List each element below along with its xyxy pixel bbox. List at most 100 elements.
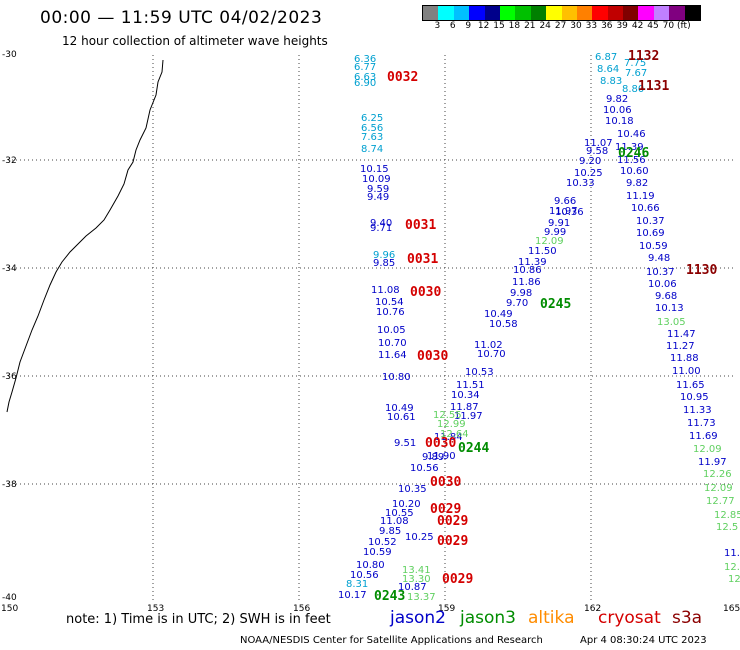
wave-height-label: 11.97 [454,411,483,422]
pass-time-label: 0029 [437,514,468,529]
wave-height-values: 6.366.776.636.906.256.567.638.7410.1510.… [338,52,740,603]
pass-time-label: 1130 [686,263,717,278]
wave-height-label: 10.13 [655,303,684,314]
wave-height-label: 11.02 [474,340,503,351]
wave-height-label: 10.56 [350,570,379,581]
pass-time-label: 1131 [638,79,669,94]
legend-cryosat: cryosat [598,608,661,628]
wave-height-label: 10.06 [603,105,632,116]
color-swatch [469,6,485,20]
color-swatch [546,6,562,20]
wave-height-label: 10.76 [376,307,405,318]
color-tick-label: 33 [585,21,598,31]
longitude-label: 156 [293,604,310,614]
wave-height-label: 10.33 [566,178,595,189]
color-tick-label: 15 [493,21,505,31]
color-tick-label: 21 [524,21,536,31]
latitude-label: -32 [2,156,17,166]
wave-height-label: 11.47 [667,329,696,340]
pass-time-label: 0030 [417,349,448,364]
wave-height-label: 10.18 [605,116,634,127]
wave-height-label: 10.87 [398,582,427,593]
wave-height-label: 7.75 [624,58,646,69]
wave-height-label: 9.66 [554,196,576,207]
wave-height-label: 12.26 [703,469,732,480]
wave-height-label: 9.71 [370,223,392,234]
latitude-label: -38 [2,480,17,490]
wave-height-label: 9.85 [373,258,395,269]
color-swatch [453,6,470,20]
pass-time-label: 0030 [425,436,456,451]
wave-height-label: 12 [728,574,740,585]
wave-height-label: 10.37 [636,216,665,227]
legend-jason2: jason2 [390,608,446,628]
color-swatch [530,6,547,20]
color-tick-label: 42 [631,21,644,31]
wave-height-label: 11.39 [518,257,547,268]
color-swatch [592,6,608,20]
wave-height-label: 10.20 [392,499,421,510]
wave-height-label: 10.49 [484,309,513,320]
pass-time-label: 0029 [442,572,473,587]
wave-height-label: 11.27 [666,341,695,352]
wave-height-label: 12.09 [693,444,722,455]
color-tick-label: 27 [554,21,567,31]
wave-height-label: 12. [724,562,740,573]
pass-time-label: 0245 [540,297,571,312]
color-tick-label: 30 [570,21,582,31]
wave-height-label: 10.59 [363,547,392,558]
wave-height-label: 10.34 [451,390,480,401]
wave-height-label: 10.09 [362,174,391,185]
wave-height-label: 11.97 [698,457,727,468]
wave-height-label: 6.63 [354,72,376,83]
pass-time-label: 0031 [407,252,438,267]
wave-height-label: 12.5 [716,522,738,533]
wave-height-label: 10.37 [646,267,675,278]
color-swatch [638,6,654,20]
wave-height-label: 6.36 [354,54,376,65]
wave-height-label: 10.58 [489,319,518,330]
pass-time-label: 0032 [387,70,418,85]
color-tick-label: 24 [539,21,551,31]
units-note: note: 1) Time is in UTC; 2) SWH is in fe… [66,612,331,627]
pass-time-label: 0029 [437,534,468,549]
wave-height-label: 11.00 [672,366,701,377]
page-title: 00:00 — 11:59 UTC 04/02/2023 [40,8,323,28]
color-tick-label: 3 [434,21,441,31]
wave-height-label: 9.99 [544,227,566,238]
latitude-label: -36 [2,372,17,382]
wave-height-label: 11.33 [683,405,712,416]
pass-time-label: 0031 [405,218,436,233]
wave-height-label: 11.90 [427,451,456,462]
wave-height-label: 7.67 [625,68,647,79]
pass-time-label: 1132 [628,49,659,64]
wave-height-label: 10.59 [639,241,668,252]
color-swatch [576,6,593,20]
color-swatch [653,6,670,20]
wave-height-label: 9.70 [506,298,528,309]
wave-height-label: 9.48 [648,253,670,264]
wave-height-label: 10.35 [398,484,427,495]
wave-height-label: 9.91 [548,218,570,229]
wave-height-label: 10.52 [368,537,397,548]
wave-height-label: 11.19 [626,191,655,202]
wave-height-label: 11.65 [676,380,705,391]
color-tick-label: 9 [465,21,472,31]
wave-height-label: 7.63 [361,132,383,143]
color-swatch [438,6,454,20]
wave-height-label: 9.68 [655,291,677,302]
pass-time-label: 0243 [374,589,405,604]
graticule [8,55,735,600]
wave-height-label: 11.50 [528,246,557,257]
credit-line: NOAA/NESDIS Center for Satellite Applica… [240,635,543,646]
generated-timestamp: Apr 4 08:30:24 UTC 2023 [580,635,707,646]
wave-height-label: 12.09 [704,483,733,494]
color-tick-label: 39 [616,21,628,31]
wave-height-label: 6.25 [361,113,383,124]
wave-height-label: 11.08 [371,285,400,296]
page-subtitle: 12 hour collection of altimeter wave hei… [62,34,328,48]
wave-height-label: 11.97 [549,206,578,217]
pass-time-label: 0029 [430,502,461,517]
wave-height-label: 10.53 [465,367,494,378]
